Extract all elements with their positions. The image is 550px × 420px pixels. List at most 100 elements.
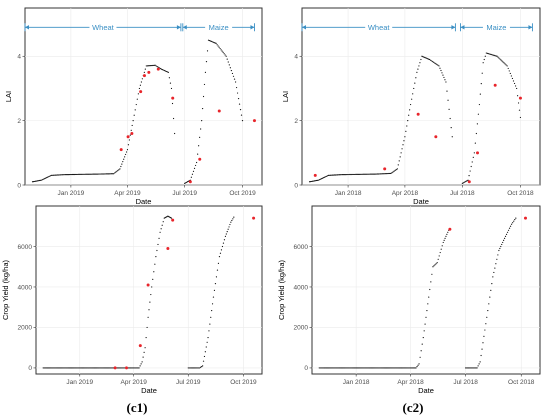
simulated-point [362,173,364,175]
y-tick-label: 2000 [294,325,309,332]
simulated-point [446,233,448,235]
simulated-point [344,367,346,369]
simulated-point [170,217,173,219]
season-label: Maize [486,23,506,32]
simulated-point [205,346,207,348]
simulated-point [212,41,214,43]
simulated-point [137,367,139,369]
simulated-point [232,218,234,220]
simulated-point [310,180,313,183]
simulated-point [364,367,366,369]
simulated-point [84,367,86,369]
simulated-point [413,367,415,369]
y-tick-label: 4000 [294,284,309,291]
x-axis-title: Date [136,197,152,206]
simulated-point [60,367,63,369]
simulated-point [394,169,396,172]
simulated-point [69,173,72,176]
x-axis-title: Date [141,386,157,395]
observed-point [171,218,175,222]
simulated-point [471,367,473,369]
simulated-point [39,179,41,181]
simulated-point [370,173,372,175]
simulated-point [130,129,132,131]
simulated-point [229,223,231,226]
simulated-point [166,71,168,73]
simulated-point [155,65,157,67]
simulated-point [498,57,500,59]
simulated-point [211,309,213,312]
x-tick-label: Oct 2019 [230,379,257,386]
simulated-point [325,367,327,369]
simulated-point [375,367,377,369]
simulated-point [210,40,212,42]
simulated-point [371,367,374,369]
simulated-point [201,120,203,122]
simulated-point [55,367,57,369]
simulated-point [326,367,328,369]
simulated-point [64,174,66,176]
simulated-point [154,263,156,265]
x-axis-title: Date [413,197,429,206]
simulated-point [364,173,366,175]
simulated-point [365,367,367,369]
simulated-point [349,173,351,176]
simulated-point [443,76,445,79]
x-tick-label: Jul 2018 [450,190,475,197]
y-axis-title: LAI [4,91,13,102]
simulated-point [338,367,340,369]
simulated-point [495,263,497,265]
simulated-point [89,173,91,175]
simulated-point [361,367,363,369]
simulated-point [47,367,49,369]
simulated-point [64,367,66,369]
simulated-point [392,171,394,173]
simulated-point [58,174,60,176]
simulated-point [339,367,342,369]
simulated-point [63,367,65,369]
simulated-point [427,303,429,305]
simulated-point [311,180,314,182]
simulated-point [76,367,78,369]
simulated-point [487,309,489,312]
simulated-point [83,173,85,175]
simulated-point [191,367,193,369]
y-tick-label: 4 [17,54,21,61]
simulated-point [409,103,412,106]
simulated-point [316,179,319,181]
simulated-point [65,174,68,176]
simulated-point [486,52,488,54]
observed-point [171,96,175,100]
simulated-point [233,78,236,80]
simulated-point [100,367,102,369]
simulated-point [407,367,409,369]
simulated-point [461,182,463,184]
yield-chart-c2: 0 2000 4000 6000 Jan 2018 Apr 2018 Jul 2018 Oct… [277,205,541,395]
simulated-point [495,55,497,57]
simulated-point [392,367,394,369]
simulated-point [468,175,470,177]
simulated-point [94,173,96,175]
simulated-point [88,367,90,369]
simulated-point [150,64,152,67]
simulated-point [465,180,467,182]
simulated-point [151,286,153,288]
simulated-point [393,170,395,172]
simulated-point [92,173,94,175]
simulated-point [187,367,189,369]
simulated-point [385,173,387,175]
simulated-point [340,174,343,176]
simulated-point [112,173,114,175]
simulated-point [67,174,70,176]
simulated-point [194,367,196,369]
simulated-point [333,174,336,176]
simulated-point [379,173,381,175]
simulated-point [141,361,143,363]
simulated-point [66,367,68,369]
simulated-point [147,65,149,67]
y-tick-label: 6000 [18,244,33,251]
simulated-point [335,367,337,369]
simulated-point [514,219,516,221]
simulated-point [49,367,51,369]
simulated-point [320,367,322,369]
